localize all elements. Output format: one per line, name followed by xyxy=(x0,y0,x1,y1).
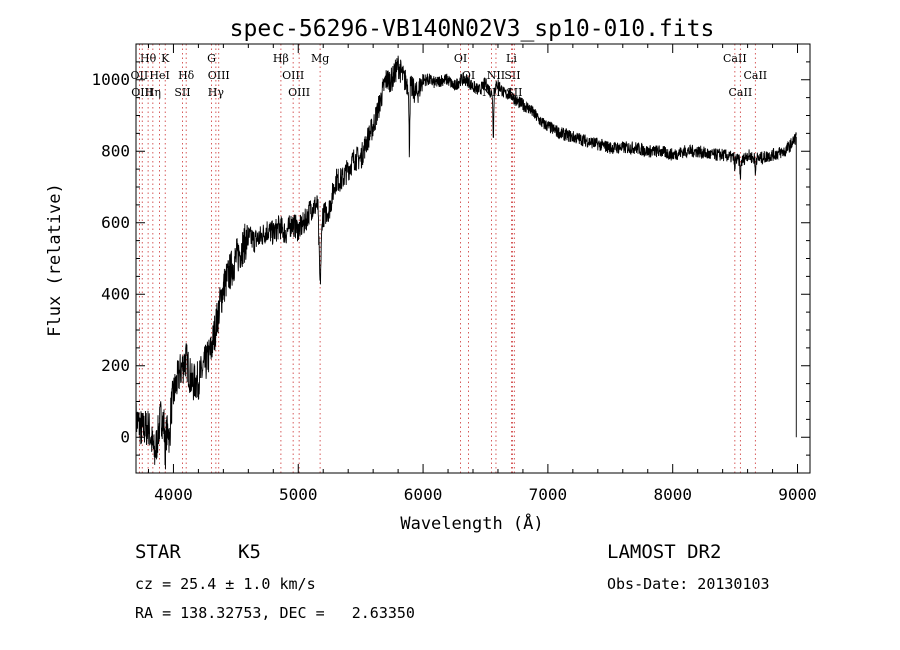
spectrum-line xyxy=(135,55,797,470)
line-marker-label: CaII xyxy=(729,86,753,99)
line-marker-label: OI xyxy=(454,52,467,65)
line-marker-label: OII xyxy=(131,69,149,82)
line-marker-label: CaII xyxy=(723,52,747,65)
survey-label: LAMOST DR2 xyxy=(607,541,722,563)
y-tick-label: 600 xyxy=(101,213,130,232)
line-marker-label: G xyxy=(207,52,216,65)
line-marker-label: K xyxy=(161,52,170,65)
coordinates-text: RA = 138.32753, DEC = 2.63350 xyxy=(135,604,415,622)
line-marker-label: HeI xyxy=(149,69,169,82)
y-tick-label: 200 xyxy=(101,356,130,375)
line-marker-label: Hη xyxy=(145,86,161,99)
chart-title: spec-56296-VB140N02V3_sp10-010.fits xyxy=(230,16,715,42)
y-tick-label: 800 xyxy=(101,141,130,160)
line-marker-label: SII xyxy=(174,86,190,99)
x-tick-label: 5000 xyxy=(279,485,318,504)
subclass-label: K5 xyxy=(238,541,261,563)
redshift-text: cz = 25.4 ± 1.0 km/s xyxy=(135,575,316,593)
y-tick-label: 400 xyxy=(101,284,130,303)
spectrum-series xyxy=(135,55,797,470)
obs-date-text: Obs-Date: 20130103 xyxy=(607,575,770,593)
line-marker-label: OIII xyxy=(282,69,304,82)
line-marker-label: Li xyxy=(506,52,517,65)
line-marker-label: Mg xyxy=(311,52,329,65)
line-marker-label: CaII xyxy=(743,69,767,82)
y-tick-label: 0 xyxy=(120,427,130,446)
line-marker-label: Hθ xyxy=(140,52,157,65)
line-marker-label: Hβ xyxy=(273,52,289,65)
line-marker-label: OIII xyxy=(288,86,310,99)
x-tick-label: 4000 xyxy=(154,485,193,504)
y-axis-label: Flux (relative) xyxy=(45,183,65,337)
x-tick-label: 8000 xyxy=(653,485,692,504)
y-tick-label: 1000 xyxy=(91,70,130,89)
line-marker-label: NII xyxy=(487,69,505,82)
line-marker-label: SII xyxy=(504,69,520,82)
line-marker-label: OIII xyxy=(131,86,153,99)
class-label: STAR xyxy=(135,541,181,563)
x-tick-label: 6000 xyxy=(404,485,443,504)
x-tick-label: 7000 xyxy=(529,485,568,504)
axes: 4000 5000 6000 7000 8000 9000 0 200 400 600 800 100… xyxy=(91,43,817,504)
line-marker-label: OIII xyxy=(208,69,230,82)
x-tick-label: 9000 xyxy=(778,485,817,504)
x-axis-label: Wavelength (Å) xyxy=(400,512,543,534)
line-marker-label: Hγ xyxy=(208,86,225,99)
plot-frame xyxy=(135,43,811,474)
line-marker-label: Hδ xyxy=(178,69,195,82)
